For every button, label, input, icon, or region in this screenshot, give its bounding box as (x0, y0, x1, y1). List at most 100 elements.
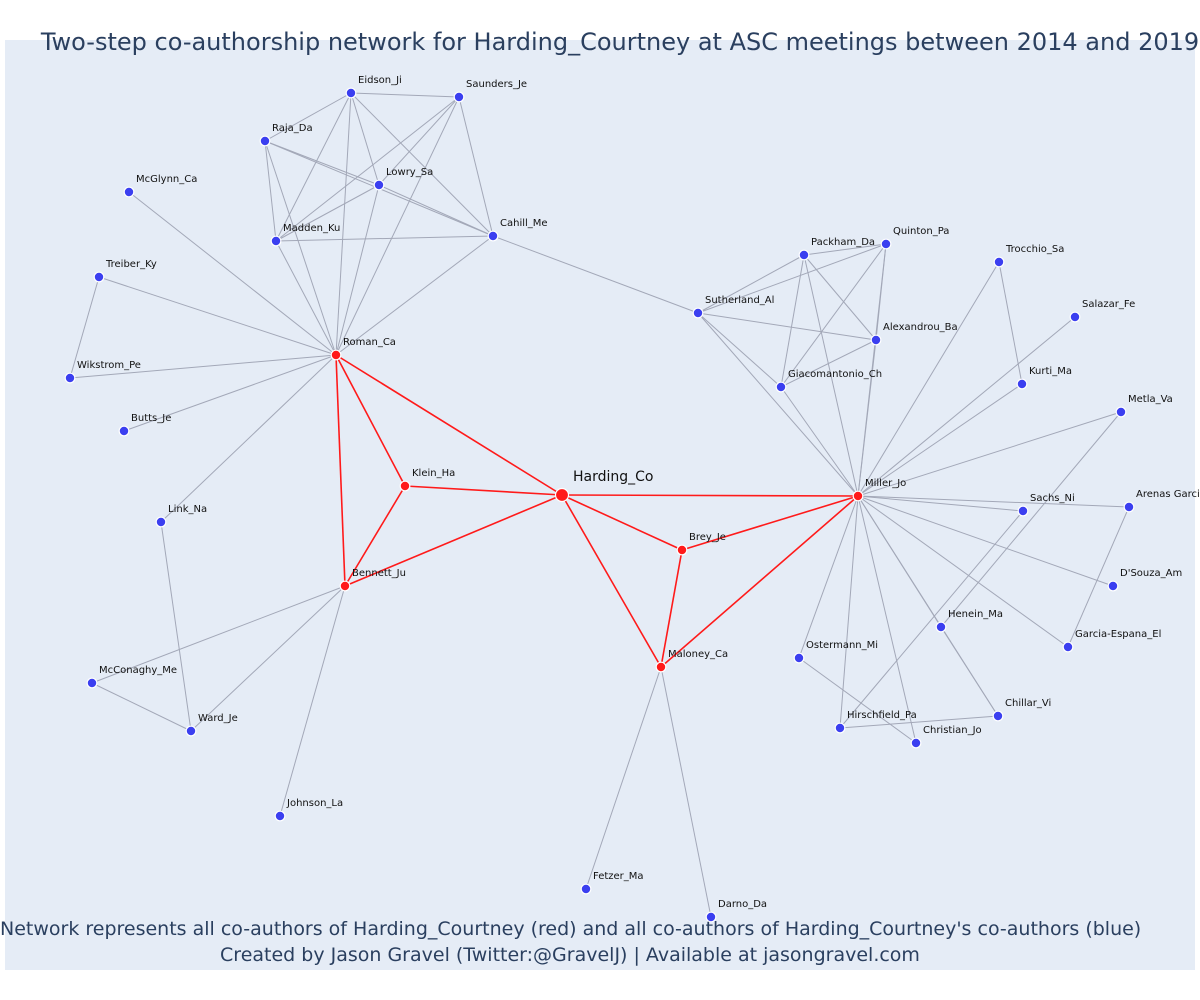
node-metla-va[interactable] (1115, 406, 1127, 418)
edge-bennett-ju-mcconaghy-me (91, 585, 346, 684)
node-mcglynn-ca[interactable] (123, 186, 135, 198)
node-trocchio-sa[interactable] (993, 256, 1005, 268)
edge-link-na-roman-ca (160, 354, 337, 523)
node-henein-ma[interactable] (935, 621, 947, 633)
edge-butts-je-roman-ca (123, 354, 337, 432)
node-label-packham-da: Packham_Da (811, 237, 875, 248)
node-packham-da[interactable] (798, 249, 810, 261)
node-saunders-je[interactable] (453, 91, 465, 103)
nodes-layer (64, 87, 1135, 923)
node-alexandrou-ba[interactable] (870, 334, 882, 346)
edge-madden-ku-roman-ca (275, 240, 337, 356)
edge-eidson-ji-saunders-je (350, 92, 460, 98)
edge-salazar-fe-miller-jo (857, 316, 1076, 497)
edge-trocchio-sa-kurti-ma (998, 261, 1023, 385)
node-giacomantonio-ch[interactable] (775, 381, 787, 393)
edge-harding-co-miller-jo (561, 494, 859, 497)
node-label-eidson-ji: Eidson_Ji (358, 75, 402, 86)
node-madden-ku[interactable] (270, 235, 282, 247)
node-ward-je[interactable] (185, 725, 197, 737)
node-raja-da[interactable] (259, 135, 271, 147)
node-d-souza-am[interactable] (1107, 580, 1119, 592)
node-garcia-espana-el[interactable] (1062, 641, 1074, 653)
edge-harding-co-brey-je (561, 494, 683, 551)
edge-raja-da-lowry-sa (264, 140, 380, 186)
edge-harding-co-klein-ha (404, 485, 563, 496)
edges-layer (69, 92, 1130, 918)
node-label-klein-ha: Klein_Ha (412, 468, 455, 479)
edge-harding-co-roman-ca (335, 354, 563, 496)
node-brey-je[interactable] (676, 544, 688, 556)
edge-treiber-ky-roman-ca (98, 276, 337, 356)
node-label-treiber-ky: Treiber_Ky (105, 259, 157, 270)
node-label-maloney-ca: Maloney_Ca (668, 649, 728, 660)
edge-eidson-ji-cahill-me (350, 92, 494, 237)
node-label-sachs-ni: Sachs_Ni (1030, 493, 1075, 504)
edge-maloney-ca-darno-da (660, 666, 712, 918)
node-label-saunders-je: Saunders_Je (466, 79, 527, 90)
node-label-ostermann-mi: Ostermann_Mi (806, 640, 878, 651)
edge-eidson-ji-lowry-sa (350, 92, 380, 186)
node-miller-jo[interactable] (852, 490, 864, 502)
edge-arenas-garci-garcia-espana-el (1067, 506, 1130, 648)
edge-treiber-ky-wikstrom-pe (69, 276, 100, 379)
edge-packham-da-giacomantonio-ch (780, 254, 805, 388)
labels-layer: Harding_Co Roman_Ca Klein_Ha Bennett_Ju Brey… (77, 75, 1200, 910)
node-roman-ca[interactable] (330, 349, 342, 361)
node-hirschfield-pa[interactable] (834, 722, 846, 734)
node-label-hirschfield-pa: Hirschfield_Pa (847, 710, 917, 721)
node-label-lowry-sa: Lowry_Sa (386, 167, 433, 178)
node-salazar-fe[interactable] (1069, 311, 1081, 323)
node-sutherland-al[interactable] (692, 307, 704, 319)
node-bennett-ju[interactable] (339, 580, 351, 592)
node-treiber-ky[interactable] (93, 271, 105, 283)
edge-lowry-sa-roman-ca (335, 184, 380, 356)
footer-credit: Created by Jason Gravel (Twitter:@Gravel… (220, 944, 920, 966)
node-harding-co[interactable] (554, 487, 570, 503)
edge-ostermann-mi-christian-jo (798, 657, 917, 744)
node-wikstrom-pe[interactable] (64, 372, 76, 384)
edge-roman-ca-bennett-ju (335, 354, 346, 587)
edge-arenas-garci-miller-jo (857, 495, 1130, 508)
edge-bennett-ju-ward-je (190, 585, 346, 732)
node-label-harding-co: Harding_Co (573, 469, 654, 485)
edge-mcconaghy-me-ward-je (91, 682, 192, 732)
node-darno-da[interactable] (705, 911, 717, 923)
edge-alexandrou-ba-giacomantonio-ch (780, 339, 877, 388)
node-label-roman-ca: Roman_Ca (343, 337, 396, 348)
node-label-bennett-ju: Bennett_Ju (352, 568, 406, 579)
node-label-miller-jo: Miller_Jo (865, 478, 906, 489)
edge-harding-co-bennett-ju (344, 494, 563, 587)
node-lowry-sa[interactable] (373, 179, 385, 191)
edge-sachs-ni-hirschfield-pa (839, 510, 1024, 729)
node-cahill-me[interactable] (487, 230, 499, 242)
edge-saunders-je-roman-ca (335, 96, 460, 356)
node-label-alexandrou-ba: Alexandrou_Ba (883, 322, 958, 333)
edge-eidson-ji-madden-ku (275, 92, 352, 242)
node-sachs-ni[interactable] (1017, 505, 1029, 517)
node-label-mcglynn-ca: McGlynn_Ca (136, 174, 197, 185)
node-label-d-souza-am: D'Souza_Am (1120, 568, 1182, 579)
node-fetzer-ma[interactable] (580, 883, 592, 895)
node-maloney-ca[interactable] (655, 661, 667, 673)
node-butts-je[interactable] (118, 425, 130, 437)
node-quinton-pa[interactable] (880, 238, 892, 250)
node-kurti-ma[interactable] (1016, 378, 1028, 390)
plot-area (5, 40, 1195, 970)
edge-kurti-ma-miller-jo (857, 383, 1023, 497)
node-mcconaghy-me[interactable] (86, 677, 98, 689)
node-chillar-vi[interactable] (992, 710, 1004, 722)
node-christian-jo[interactable] (910, 737, 922, 749)
node-label-link-na: Link_Na (168, 504, 207, 515)
edge-eidson-ji-raja-da (264, 92, 352, 142)
node-klein-ha[interactable] (399, 480, 411, 492)
node-link-na[interactable] (155, 516, 167, 528)
edge-wikstrom-pe-roman-ca (69, 354, 337, 379)
node-label-garcia-espana-el: Garcia-Espana_El (1075, 629, 1161, 640)
node-eidson-ji[interactable] (345, 87, 357, 99)
node-arenas-garci[interactable] (1123, 501, 1135, 513)
node-ostermann-mi[interactable] (793, 652, 805, 664)
edge-brey-je-miller-jo (681, 495, 859, 551)
node-label-sutherland-al: Sutherland_Al (705, 295, 774, 306)
node-johnson-la[interactable] (274, 810, 286, 822)
